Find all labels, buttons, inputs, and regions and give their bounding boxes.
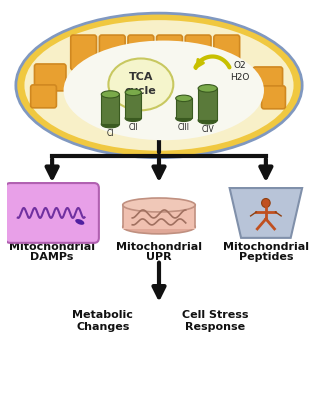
FancyBboxPatch shape bbox=[128, 35, 154, 70]
Text: Mitochondrial: Mitochondrial bbox=[9, 242, 95, 252]
Ellipse shape bbox=[24, 20, 294, 151]
FancyBboxPatch shape bbox=[5, 183, 99, 243]
Ellipse shape bbox=[125, 89, 141, 96]
FancyBboxPatch shape bbox=[214, 35, 240, 70]
Text: Mitochondrial: Mitochondrial bbox=[223, 242, 309, 252]
Ellipse shape bbox=[262, 198, 270, 208]
FancyBboxPatch shape bbox=[31, 85, 56, 108]
Polygon shape bbox=[123, 205, 195, 229]
FancyBboxPatch shape bbox=[176, 98, 192, 118]
Text: Cell Stress
Response: Cell Stress Response bbox=[182, 310, 249, 332]
Ellipse shape bbox=[101, 121, 119, 128]
Text: TCA: TCA bbox=[128, 72, 153, 82]
FancyBboxPatch shape bbox=[101, 94, 119, 124]
Ellipse shape bbox=[123, 220, 195, 234]
FancyBboxPatch shape bbox=[198, 88, 217, 120]
Ellipse shape bbox=[176, 115, 192, 122]
FancyBboxPatch shape bbox=[34, 64, 66, 91]
Text: O2: O2 bbox=[233, 61, 246, 70]
Text: CII: CII bbox=[128, 123, 138, 132]
Text: CI: CI bbox=[107, 129, 114, 138]
Ellipse shape bbox=[176, 95, 192, 102]
Ellipse shape bbox=[101, 91, 119, 98]
Text: H2O: H2O bbox=[231, 73, 250, 82]
Ellipse shape bbox=[64, 40, 264, 140]
Ellipse shape bbox=[123, 198, 195, 212]
FancyBboxPatch shape bbox=[262, 86, 286, 109]
Text: CIV: CIV bbox=[201, 125, 214, 134]
Ellipse shape bbox=[16, 13, 302, 158]
FancyBboxPatch shape bbox=[125, 92, 141, 118]
Ellipse shape bbox=[198, 85, 217, 92]
Text: cycle: cycle bbox=[125, 86, 157, 96]
Ellipse shape bbox=[125, 115, 141, 122]
FancyBboxPatch shape bbox=[253, 67, 283, 94]
FancyBboxPatch shape bbox=[156, 35, 183, 70]
Ellipse shape bbox=[108, 58, 173, 110]
FancyBboxPatch shape bbox=[71, 35, 96, 70]
FancyBboxPatch shape bbox=[99, 35, 125, 70]
Text: Metabolic
Changes: Metabolic Changes bbox=[72, 310, 133, 332]
Text: Mitochondrial: Mitochondrial bbox=[116, 242, 202, 252]
Ellipse shape bbox=[198, 116, 217, 124]
Text: DAMPs: DAMPs bbox=[31, 252, 74, 262]
Text: CIII: CIII bbox=[178, 123, 190, 132]
Text: UPR: UPR bbox=[146, 252, 172, 262]
FancyBboxPatch shape bbox=[185, 35, 211, 70]
Polygon shape bbox=[230, 188, 302, 238]
Text: Peptides: Peptides bbox=[238, 252, 293, 262]
Ellipse shape bbox=[75, 219, 84, 225]
